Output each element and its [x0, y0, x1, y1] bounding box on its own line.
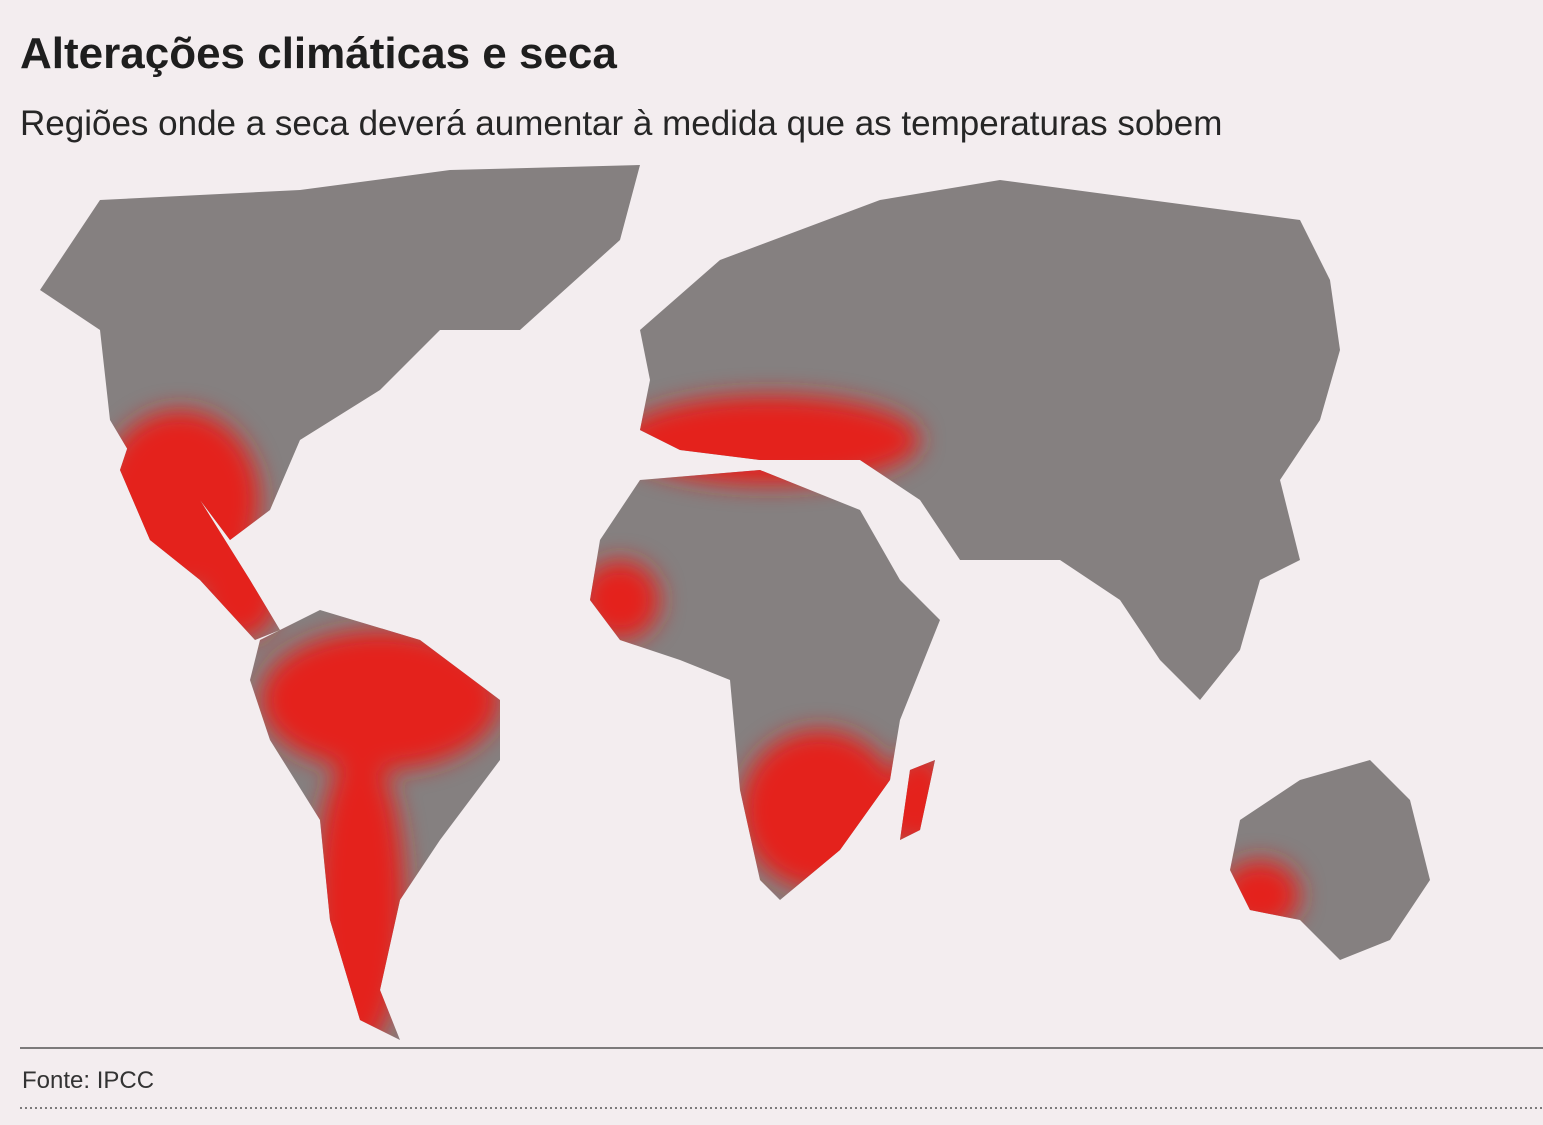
source: Fonte: IPCC	[22, 1067, 154, 1094]
title: Alterações climáticas e seca	[20, 29, 617, 78]
world-map	[40, 165, 1430, 1040]
subtitle: Regiões onde a seca deverá aumentar à me…	[20, 104, 1222, 143]
